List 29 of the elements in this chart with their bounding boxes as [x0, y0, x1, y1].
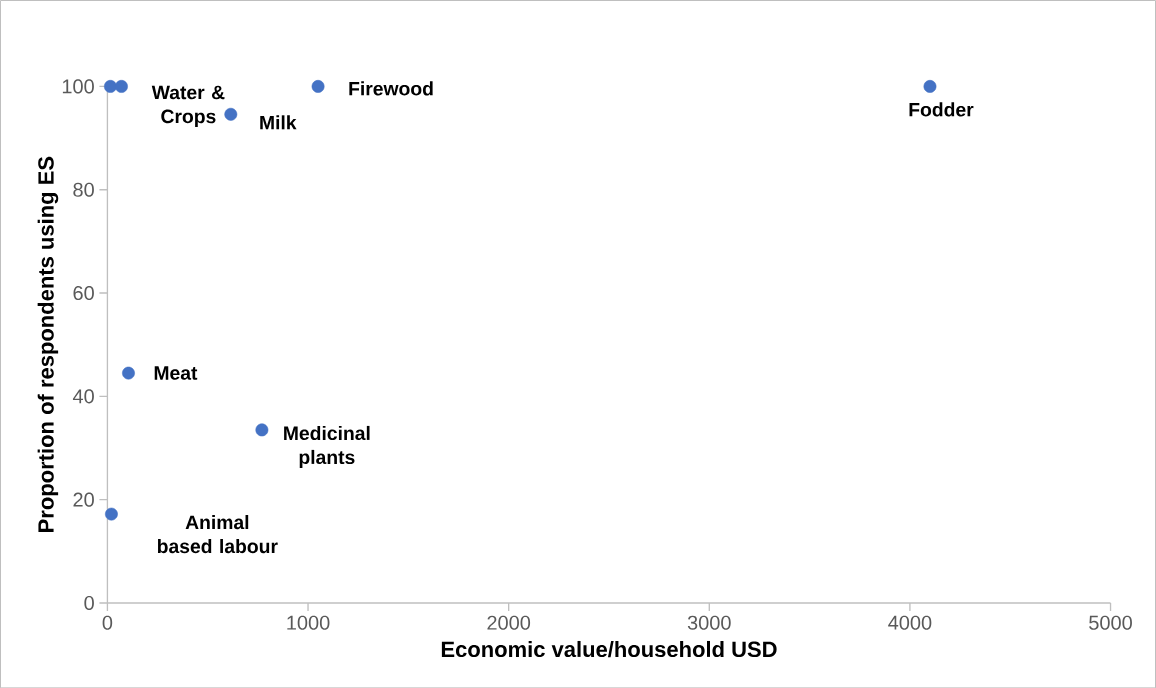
point — [311, 79, 325, 93]
x-tick-label: 5000 — [1089, 615, 1132, 630]
point — [115, 79, 128, 93]
y-tick-label: 60 — [73, 285, 94, 300]
point — [224, 107, 238, 121]
annotation: Animal based labour — [157, 514, 278, 553]
x-tick-label: 1000 — [287, 615, 330, 630]
x-axis-title: Economic value/household USD — [441, 640, 777, 658]
x-tick-label: 3000 — [687, 615, 731, 630]
x-tick-label: 2000 — [487, 615, 531, 630]
point — [255, 423, 269, 437]
point — [923, 79, 937, 93]
point — [122, 366, 135, 380]
annotation: Water & Crops — [151, 85, 225, 127]
annotation: Firewood — [349, 81, 433, 96]
point — [104, 79, 117, 93]
x-tick-label: 0 — [102, 615, 113, 630]
point — [105, 507, 118, 521]
y-tick-label: 100 — [62, 79, 94, 94]
annotation: Fodder — [909, 102, 974, 117]
y-tick-label: 20 — [73, 492, 94, 507]
annotation: Milk — [260, 115, 297, 130]
y-tick-label: 40 — [72, 389, 94, 404]
annotation: Meat — [154, 366, 198, 380]
annotation: Medicinal plants — [284, 425, 370, 468]
y-tick-label: 0 — [84, 595, 94, 610]
x-tick-label: 4000 — [888, 615, 932, 630]
y-axis-title: Proportion of respondents using ES — [37, 156, 59, 532]
y-tick-label: 80 — [73, 182, 94, 197]
